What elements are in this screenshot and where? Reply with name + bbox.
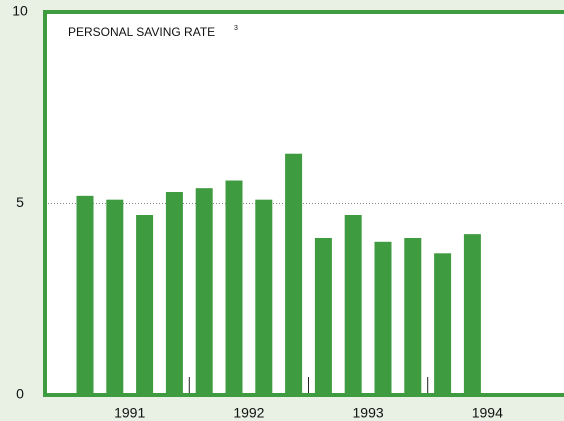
bar bbox=[195, 188, 213, 395]
bar bbox=[136, 214, 154, 395]
y-tick-label: 0 bbox=[16, 386, 24, 402]
x-group-label: 1992 bbox=[233, 405, 264, 421]
bar bbox=[404, 237, 422, 395]
chart-title: PERSONAL SAVING RATE bbox=[68, 25, 215, 39]
bar bbox=[165, 192, 183, 395]
bar bbox=[463, 234, 481, 395]
x-group-label: 1993 bbox=[353, 405, 384, 421]
x-group-label: 1991 bbox=[114, 405, 145, 421]
bar bbox=[225, 180, 243, 395]
bar bbox=[374, 241, 392, 395]
y-tick-label: 5 bbox=[16, 194, 24, 210]
title-footnote: 3 bbox=[234, 25, 238, 32]
bar bbox=[106, 199, 124, 395]
bar bbox=[314, 237, 332, 395]
bar bbox=[285, 153, 303, 395]
bar bbox=[344, 214, 362, 395]
y-tick-label: 10 bbox=[12, 3, 28, 19]
x-group-label: 1994 bbox=[472, 405, 503, 421]
bar bbox=[434, 253, 452, 395]
bar bbox=[255, 199, 273, 395]
bar bbox=[76, 195, 94, 395]
